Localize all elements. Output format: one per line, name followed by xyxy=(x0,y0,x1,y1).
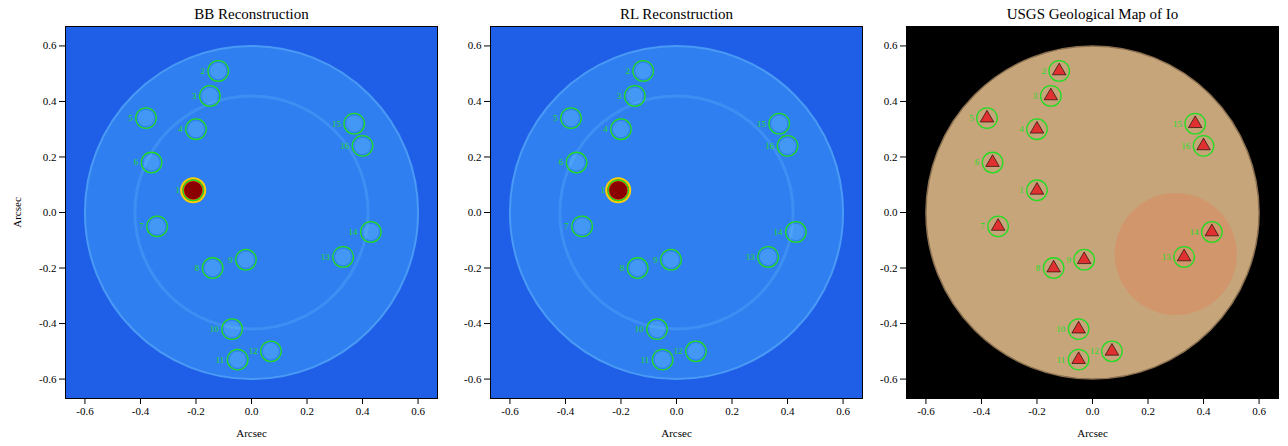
svg-text:9: 9 xyxy=(1066,255,1071,265)
svg-text:5: 5 xyxy=(553,113,558,123)
svg-text:0.4: 0.4 xyxy=(1197,405,1211,417)
svg-text:1: 1 xyxy=(600,185,605,195)
svg-text:-0.2: -0.2 xyxy=(880,262,897,274)
svg-text:15: 15 xyxy=(757,119,767,129)
svg-text:13: 13 xyxy=(1162,252,1172,262)
svg-text:0.0: 0.0 xyxy=(468,206,482,218)
svg-text:0.6: 0.6 xyxy=(43,39,57,51)
svg-text:2: 2 xyxy=(1041,66,1046,76)
svg-text:0.0: 0.0 xyxy=(1086,405,1100,417)
svg-text:12: 12 xyxy=(674,346,683,356)
svg-text:USGS Geological Map of Io: USGS Geological Map of Io xyxy=(1007,6,1179,22)
svg-text:15: 15 xyxy=(1173,119,1183,129)
svg-text:-0.4: -0.4 xyxy=(880,317,898,329)
svg-text:0.4: 0.4 xyxy=(43,95,57,107)
svg-text:8: 8 xyxy=(620,263,625,273)
svg-text:-0.4: -0.4 xyxy=(132,405,150,417)
svg-text:BB Reconstruction: BB Reconstruction xyxy=(194,6,309,22)
svg-text:-0.6: -0.6 xyxy=(501,405,519,417)
svg-text:0.6: 0.6 xyxy=(836,405,850,417)
svg-text:7: 7 xyxy=(564,221,569,231)
svg-text:4: 4 xyxy=(178,124,183,134)
svg-text:-0.6: -0.6 xyxy=(39,373,57,385)
svg-text:6: 6 xyxy=(559,157,564,167)
svg-text:12: 12 xyxy=(249,346,258,356)
svg-text:0.4: 0.4 xyxy=(884,95,898,107)
svg-text:9: 9 xyxy=(653,255,658,265)
svg-text:2: 2 xyxy=(625,66,630,76)
svg-text:13: 13 xyxy=(746,252,756,262)
svg-text:14: 14 xyxy=(774,227,784,237)
svg-text:-0.2: -0.2 xyxy=(1028,405,1045,417)
svg-text:3: 3 xyxy=(617,91,622,101)
svg-text:4: 4 xyxy=(1019,124,1024,134)
svg-text:0.0: 0.0 xyxy=(245,405,259,417)
svg-text:1: 1 xyxy=(1019,185,1024,195)
svg-text:0.6: 0.6 xyxy=(884,39,898,51)
svg-text:3: 3 xyxy=(192,91,197,101)
svg-text:0.0: 0.0 xyxy=(43,206,57,218)
svg-text:Arcsec: Arcsec xyxy=(661,427,692,439)
svg-text:0.2: 0.2 xyxy=(884,150,898,162)
svg-text:2: 2 xyxy=(200,66,205,76)
svg-text:11: 11 xyxy=(216,355,225,365)
svg-text:11: 11 xyxy=(641,355,650,365)
svg-text:1: 1 xyxy=(175,185,180,195)
svg-text:-0.6: -0.6 xyxy=(917,405,935,417)
svg-text:0.6: 0.6 xyxy=(468,39,482,51)
svg-text:10: 10 xyxy=(210,324,220,334)
svg-text:0.2: 0.2 xyxy=(43,150,57,162)
svg-text:RL Reconstruction: RL Reconstruction xyxy=(620,6,734,22)
svg-text:10: 10 xyxy=(1056,324,1066,334)
svg-text:Arcsec: Arcsec xyxy=(1077,427,1108,439)
svg-text:6: 6 xyxy=(134,157,139,167)
svg-text:Arcsec: Arcsec xyxy=(236,427,267,439)
svg-text:0.4: 0.4 xyxy=(356,405,370,417)
svg-text:-0.2: -0.2 xyxy=(39,262,56,274)
svg-text:16: 16 xyxy=(765,141,775,151)
svg-text:12: 12 xyxy=(1090,346,1099,356)
svg-text:16: 16 xyxy=(340,141,350,151)
svg-text:3: 3 xyxy=(1033,91,1038,101)
svg-text:Arcsec: Arcsec xyxy=(11,197,23,228)
svg-text:16: 16 xyxy=(1181,141,1191,151)
svg-text:0.6: 0.6 xyxy=(411,405,425,417)
svg-text:0.2: 0.2 xyxy=(468,150,482,162)
svg-text:8: 8 xyxy=(1036,263,1041,273)
svg-text:0.2: 0.2 xyxy=(725,405,739,417)
svg-text:-0.4: -0.4 xyxy=(557,405,575,417)
svg-text:0.0: 0.0 xyxy=(884,206,898,218)
svg-text:9: 9 xyxy=(228,255,233,265)
svg-text:-0.6: -0.6 xyxy=(880,373,898,385)
svg-text:-0.6: -0.6 xyxy=(464,373,482,385)
svg-text:8: 8 xyxy=(195,263,200,273)
svg-text:4: 4 xyxy=(603,124,608,134)
svg-text:-0.2: -0.2 xyxy=(612,405,629,417)
svg-text:7: 7 xyxy=(980,221,985,231)
svg-text:0.4: 0.4 xyxy=(468,95,482,107)
svg-text:14: 14 xyxy=(1190,227,1200,237)
svg-text:5: 5 xyxy=(128,113,133,123)
svg-text:0.6: 0.6 xyxy=(1252,405,1266,417)
svg-text:7: 7 xyxy=(139,221,144,231)
svg-text:10: 10 xyxy=(635,324,645,334)
svg-text:-0.6: -0.6 xyxy=(76,405,94,417)
svg-text:0.2: 0.2 xyxy=(1141,405,1155,417)
svg-text:13: 13 xyxy=(321,252,331,262)
svg-text:6: 6 xyxy=(975,157,980,167)
svg-text:0.0: 0.0 xyxy=(670,405,684,417)
svg-text:-0.4: -0.4 xyxy=(39,317,57,329)
svg-text:-0.4: -0.4 xyxy=(464,317,482,329)
svg-text:-0.4: -0.4 xyxy=(973,405,991,417)
svg-text:0.2: 0.2 xyxy=(300,405,314,417)
svg-text:-0.2: -0.2 xyxy=(187,405,204,417)
svg-text:0.4: 0.4 xyxy=(781,405,795,417)
svg-text:14: 14 xyxy=(349,227,359,237)
svg-text:15: 15 xyxy=(332,119,342,129)
svg-text:-0.2: -0.2 xyxy=(464,262,481,274)
svg-text:11: 11 xyxy=(1057,355,1066,365)
svg-text:5: 5 xyxy=(969,113,974,123)
